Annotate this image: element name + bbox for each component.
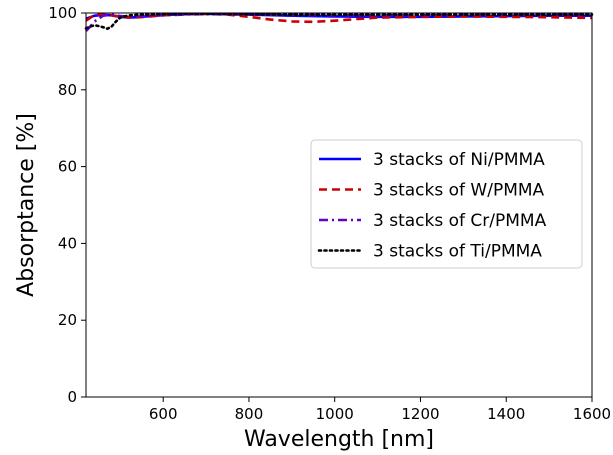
- y-tick-label: 40: [58, 234, 77, 252]
- legend-label-2: 3 stacks of W/PMMA: [373, 181, 545, 201]
- axes-frame: [85, 12, 593, 398]
- y-tick-label: 80: [58, 81, 77, 99]
- series-line-2: [85, 12, 593, 24]
- x-tick-label: 1200: [401, 405, 439, 423]
- x-tick-label: 1400: [487, 405, 525, 423]
- x-tick-label: 600: [149, 405, 178, 423]
- y-tick-label: 60: [58, 158, 77, 176]
- x-tick-label: 800: [235, 405, 264, 423]
- x-tick-label: 1000: [316, 405, 354, 423]
- y-tick-label: 100: [48, 4, 77, 22]
- legend-label-3: 3 stacks of Cr/PMMA: [373, 211, 547, 231]
- legend-box: [310, 139, 583, 269]
- y-axis-label: Absorptance [%]: [14, 113, 39, 297]
- x-tick-label: 1600: [573, 405, 611, 423]
- axis-ticks: 600 800 1000 1200 1400 1600 0 20 40 60 80 100: [48, 4, 611, 423]
- series-line-4: [84, 12, 594, 31]
- legend-label-4: 3 stacks of Ti/PMMA: [373, 242, 542, 262]
- y-tick-label: 0: [67, 388, 77, 406]
- y-tick-label: 20: [58, 311, 77, 329]
- legend-label-1: 3 stacks of Ni/PMMA: [373, 150, 545, 170]
- x-axis-label: Wavelength [nm]: [244, 427, 434, 452]
- series-lines: [84, 12, 594, 32]
- legend: 3 stacks of Ni/PMMA 3 stacks of W/PMMA 3 s…: [310, 139, 583, 269]
